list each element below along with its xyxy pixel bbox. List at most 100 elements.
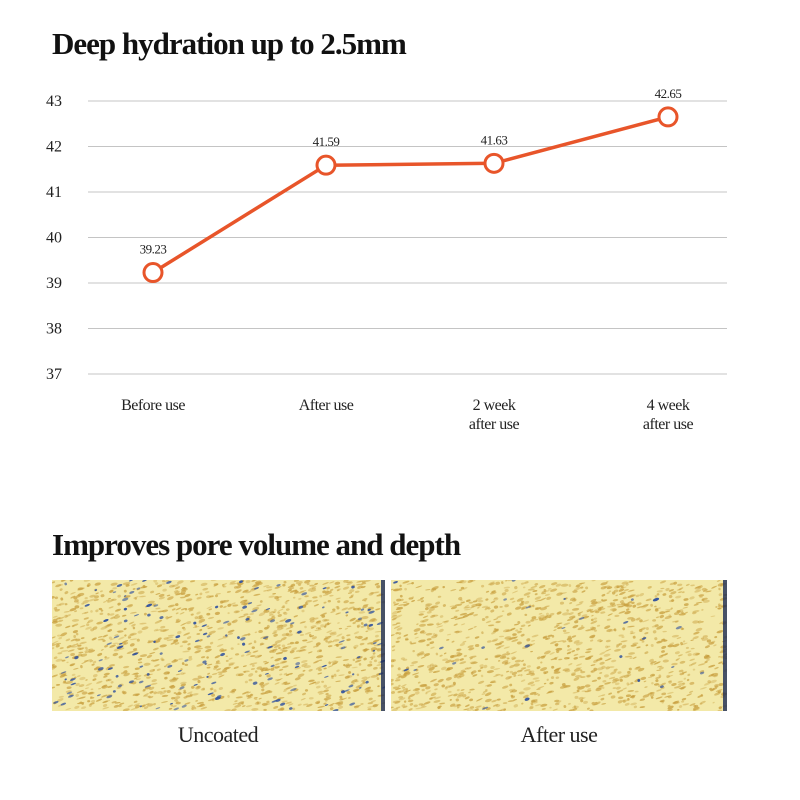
pore-mark bbox=[505, 629, 513, 632]
pore-mark bbox=[614, 680, 620, 682]
pore-mark bbox=[191, 693, 199, 696]
pore-mark bbox=[71, 618, 80, 622]
deep-pore-mark bbox=[345, 611, 349, 614]
deep-pore-mark bbox=[193, 683, 198, 686]
pore-mark bbox=[697, 663, 706, 666]
pore-mark bbox=[264, 626, 269, 630]
pore-mark bbox=[260, 692, 266, 695]
pore-mark bbox=[613, 628, 617, 632]
data-label-3: 41.63 bbox=[481, 132, 508, 147]
pore-mark bbox=[274, 639, 282, 644]
pore-mark bbox=[350, 683, 355, 685]
pore-mark bbox=[682, 606, 689, 609]
pore-mark bbox=[612, 608, 617, 612]
pore-mark bbox=[235, 653, 240, 656]
pore-mark bbox=[425, 690, 432, 694]
pore-mark bbox=[289, 650, 295, 654]
pore-mark bbox=[282, 647, 288, 650]
pore-mark bbox=[199, 628, 203, 632]
pore-mark bbox=[329, 581, 335, 584]
pore-mark bbox=[492, 703, 499, 707]
pore-mark bbox=[608, 692, 612, 695]
pore-mark bbox=[501, 660, 509, 664]
pore-mark bbox=[399, 594, 403, 598]
pore-mark bbox=[701, 587, 707, 591]
pore-mark bbox=[501, 610, 505, 612]
deep-pore-mark bbox=[107, 667, 114, 671]
pore-mark bbox=[629, 657, 633, 659]
pore-mark bbox=[317, 672, 323, 675]
pore-mark bbox=[366, 626, 370, 630]
pore-mark bbox=[596, 667, 604, 671]
pore-mark bbox=[442, 658, 449, 662]
pore-mark bbox=[550, 588, 558, 592]
pore-mark bbox=[416, 623, 419, 626]
pore-mark bbox=[374, 634, 379, 638]
pore-mark bbox=[393, 589, 400, 591]
pore-mark bbox=[133, 648, 138, 651]
pore-mark bbox=[431, 635, 438, 639]
pore-mark bbox=[617, 605, 624, 608]
pore-mark bbox=[603, 585, 611, 589]
pore-mark bbox=[714, 666, 719, 670]
pore-mark bbox=[677, 583, 683, 587]
pore-mark bbox=[261, 688, 265, 692]
pore-mark bbox=[580, 624, 584, 628]
pore-mark bbox=[591, 679, 598, 682]
pore-mark bbox=[511, 657, 517, 660]
pore-mark bbox=[513, 623, 519, 626]
pore-mark bbox=[398, 603, 406, 606]
pore-mark bbox=[716, 580, 721, 582]
deep-pore-mark bbox=[64, 678, 67, 681]
pore-mark bbox=[585, 648, 592, 651]
pore-mark bbox=[274, 678, 281, 681]
pore-mark bbox=[194, 616, 199, 620]
pore-mark bbox=[698, 594, 705, 597]
pore-mark bbox=[220, 670, 228, 673]
pore-mark bbox=[710, 615, 716, 618]
pore-mark bbox=[285, 599, 290, 602]
pore-mark bbox=[106, 623, 112, 627]
deep-pore-mark bbox=[123, 595, 127, 597]
pore-mark bbox=[555, 647, 563, 651]
pore-mark bbox=[600, 697, 605, 701]
pore-mark bbox=[458, 589, 463, 592]
pore-mark bbox=[562, 612, 570, 616]
pore-mark bbox=[254, 698, 258, 701]
pore-mark bbox=[161, 583, 166, 585]
pore-mark bbox=[129, 643, 135, 647]
pore-mark bbox=[573, 677, 580, 681]
pore-mark bbox=[625, 694, 632, 698]
pore-mark bbox=[292, 684, 297, 687]
pore-mark bbox=[118, 704, 122, 708]
pore-mark bbox=[717, 607, 722, 610]
pore-mark bbox=[485, 615, 489, 619]
pore-mark bbox=[309, 635, 315, 638]
pore-mark bbox=[563, 705, 567, 708]
pore-mark bbox=[307, 679, 315, 682]
pore-mark bbox=[139, 654, 148, 658]
pore-mark bbox=[103, 675, 108, 678]
pore-mark bbox=[543, 671, 547, 675]
pore-mark bbox=[88, 598, 96, 602]
pore-mark bbox=[107, 612, 110, 616]
pore-mark bbox=[678, 587, 684, 590]
pore-mark bbox=[123, 589, 127, 593]
pore-mark bbox=[673, 685, 682, 689]
deep-pore-mark bbox=[239, 580, 243, 584]
pore-mark bbox=[117, 602, 121, 606]
pore-mark bbox=[119, 647, 125, 650]
pore-mark bbox=[366, 692, 369, 694]
pore-mark bbox=[509, 683, 513, 687]
pore-mark bbox=[370, 658, 374, 660]
pore-mark bbox=[522, 663, 526, 667]
pore-mark bbox=[153, 580, 158, 583]
pore-mark bbox=[321, 680, 325, 683]
deep-pore-mark bbox=[283, 656, 287, 661]
pore-mark bbox=[467, 627, 474, 631]
pore-mark bbox=[446, 639, 450, 641]
pore-mark bbox=[611, 680, 618, 684]
pore-mark bbox=[425, 607, 429, 611]
pore-mark bbox=[315, 642, 321, 646]
pore-mark bbox=[300, 659, 308, 664]
